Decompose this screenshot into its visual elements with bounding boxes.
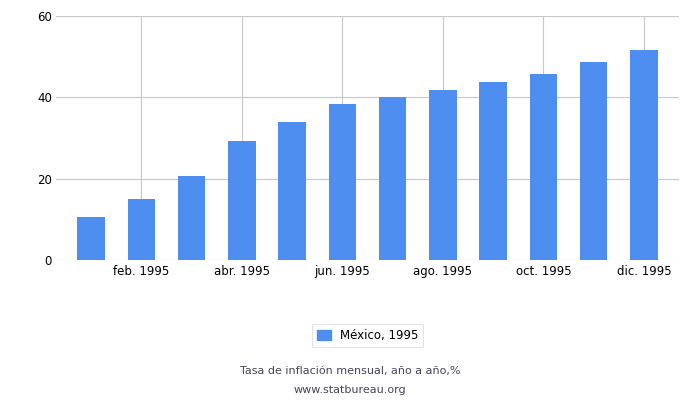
Bar xyxy=(580,62,608,260)
Bar xyxy=(78,217,105,260)
Bar xyxy=(379,97,407,260)
Bar xyxy=(480,82,507,260)
Bar xyxy=(328,104,356,260)
Bar xyxy=(279,122,306,260)
Bar xyxy=(429,90,456,260)
Bar xyxy=(178,176,206,260)
Text: www.statbureau.org: www.statbureau.org xyxy=(294,385,406,395)
Bar xyxy=(228,141,256,260)
Text: Tasa de inflación mensual, año a año,%: Tasa de inflación mensual, año a año,% xyxy=(239,366,461,376)
Bar xyxy=(127,200,155,260)
Bar xyxy=(630,50,657,260)
Legend: México, 1995: México, 1995 xyxy=(312,324,424,347)
Bar xyxy=(529,74,557,260)
